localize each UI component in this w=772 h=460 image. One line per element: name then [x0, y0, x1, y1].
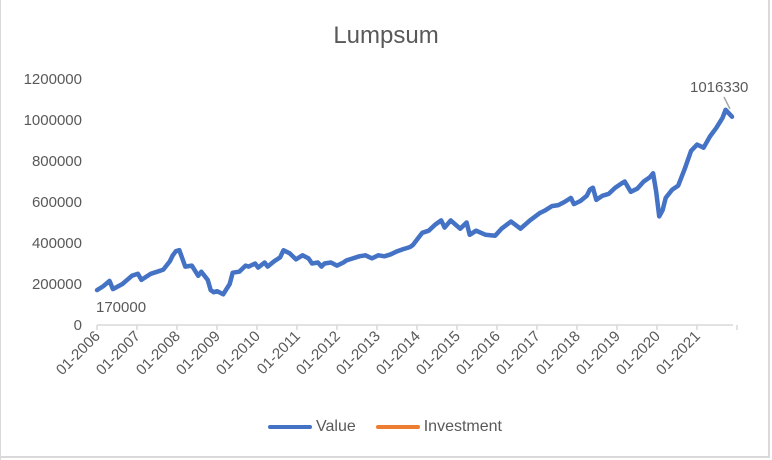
y-tick-label: 1200000: [24, 71, 82, 88]
chart-title: Lumpsum: [333, 22, 439, 49]
end-value-leader-line: [723, 96, 731, 110]
x-tick-label: 01-2010: [213, 328, 264, 379]
legend: Value Investment: [268, 418, 522, 436]
y-tick-label: 800000: [32, 153, 82, 170]
legend-swatch-value: [268, 425, 312, 429]
end-value-label: 1016330: [690, 79, 748, 96]
legend-swatch-investment: [375, 425, 420, 429]
y-tick-label: 1000000: [24, 112, 82, 129]
legend-item-value[interactable]: Value: [268, 418, 356, 436]
legend-item-investment[interactable]: Investment: [375, 418, 502, 436]
y-tick-label: 0: [74, 317, 82, 334]
x-tick-label: 01-2021: [653, 328, 704, 379]
y-tick-label: 200000: [32, 276, 82, 293]
legend-label-investment: Investment: [423, 418, 502, 435]
value-series-line[interactable]: [94, 107, 735, 297]
chart-border: [0, 0, 1, 460]
legend-label-value: Value: [316, 418, 356, 435]
y-tick-label: 400000: [32, 235, 82, 252]
y-tick-label: 600000: [32, 194, 82, 211]
start-value-label: 170000: [96, 299, 146, 316]
